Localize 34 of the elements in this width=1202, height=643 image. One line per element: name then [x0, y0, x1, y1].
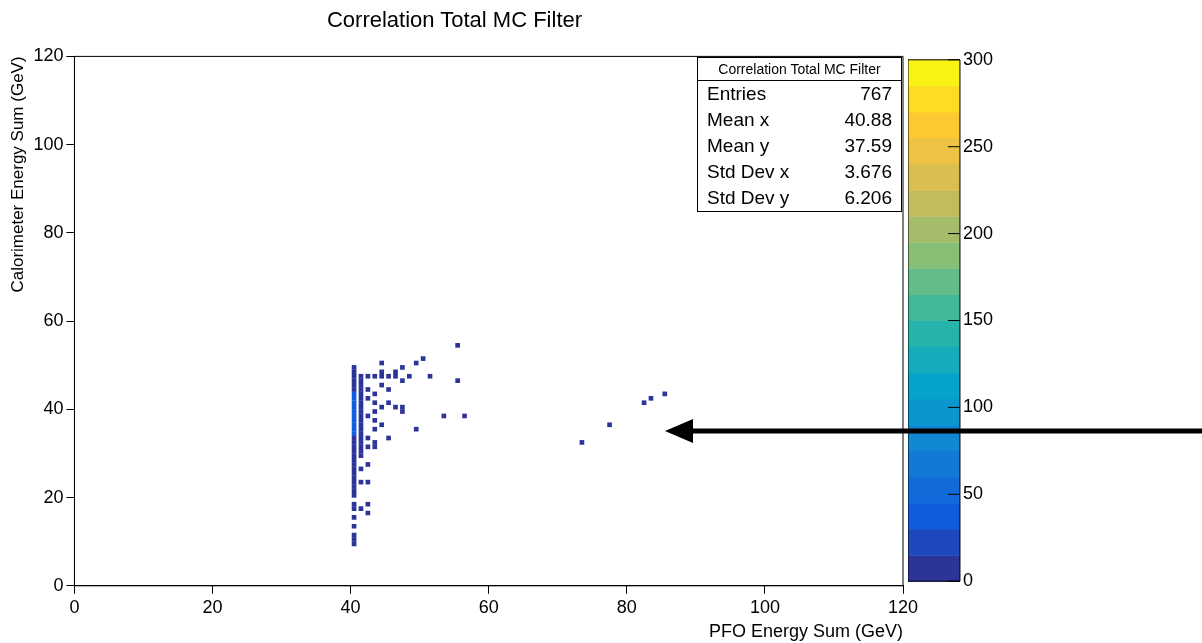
y-tick-label: 60	[43, 310, 64, 331]
y-axis-title: Calorimeter Energy Sum (GeV)	[7, 56, 27, 293]
y-tick-label: 20	[43, 486, 64, 507]
y-tick-label: 120	[33, 45, 64, 66]
x-tick-label: 0	[69, 596, 80, 617]
annotation: Correlation Total MC Filter	[698, 58, 901, 82]
x-tick-label: 100	[749, 596, 780, 617]
text: Entries 767	[707, 83, 892, 105]
color-bar-label: 150	[962, 309, 994, 330]
text: Std Dev x 3.676	[707, 161, 892, 183]
chart-title: Correlation Total MC Filter	[326, 7, 583, 33]
color-bar-label: 0	[962, 570, 973, 591]
color-bar-label: 250	[962, 135, 994, 156]
text: Mean y 37.59	[707, 135, 892, 157]
color-bar-label: 200	[962, 222, 994, 243]
color-bar-label: 100	[962, 396, 994, 417]
y-tick-label: 100	[33, 133, 64, 154]
color-bar-label: 300	[962, 48, 994, 69]
y-tick-label: 40	[43, 398, 64, 419]
x-tick-label: 20	[202, 596, 223, 617]
y-tick-label: 80	[43, 221, 64, 242]
point	[351, 409, 357, 414]
x-tick-label: 120	[887, 596, 919, 617]
y-tick-label: 0	[53, 574, 64, 595]
color-bar-label: 50	[962, 483, 983, 504]
point	[351, 418, 357, 423]
text: Std Dev y 6.206	[707, 187, 892, 209]
x-axis-title: PFO Energy Sum (GeV)	[708, 621, 903, 642]
x-tick-label: 40	[340, 596, 361, 617]
x-tick-label: 80	[616, 596, 637, 617]
point	[351, 426, 357, 432]
x-tick-label: 60	[478, 596, 499, 617]
point	[351, 395, 357, 401]
text: Mean x 40.88	[707, 109, 892, 131]
